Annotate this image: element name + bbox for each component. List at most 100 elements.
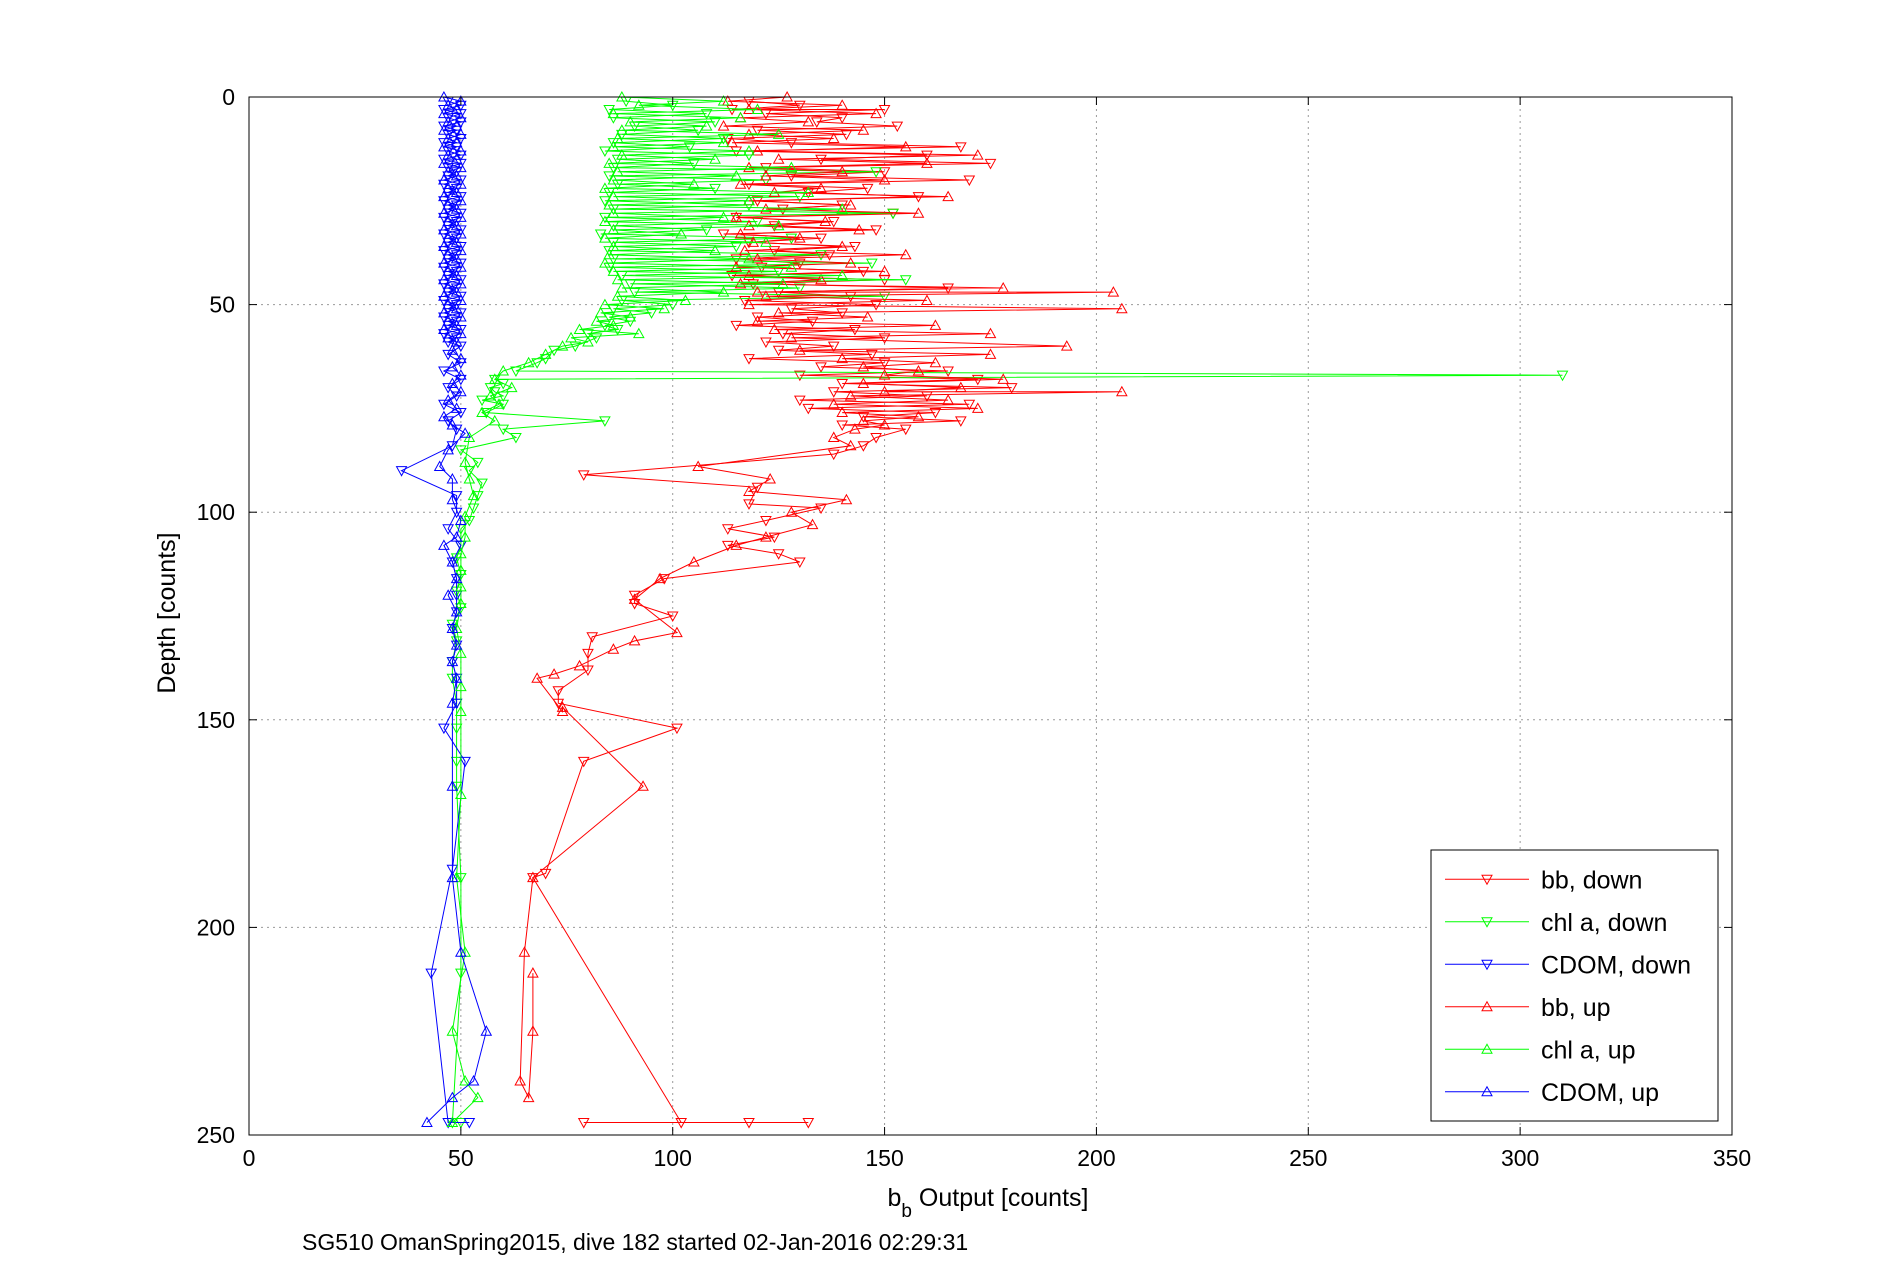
- data-point: [709, 117, 721, 128]
- data-point: [658, 574, 671, 585]
- data-point: [442, 315, 454, 326]
- data-point: [921, 157, 933, 168]
- data-point: [785, 161, 798, 173]
- data-point: [455, 514, 467, 526]
- data-point: [857, 360, 870, 372]
- data-point: [455, 111, 467, 123]
- legend-swatch-marker: [1481, 917, 1493, 928]
- data-point: [870, 432, 882, 444]
- data-point: [899, 248, 912, 260]
- data-point: [446, 493, 459, 505]
- data-point: [599, 215, 611, 227]
- data-point: [760, 203, 772, 214]
- data-point: [730, 211, 743, 222]
- data-point: [438, 240, 450, 251]
- data-point: [700, 109, 713, 120]
- data-point: [815, 503, 827, 515]
- data-point: [984, 348, 997, 359]
- legend-swatch-marker: [1481, 959, 1493, 971]
- legend-label: bb, down: [1541, 866, 1642, 894]
- data-point: [446, 555, 459, 567]
- data-point: [815, 233, 827, 245]
- data-point: [743, 194, 755, 206]
- data-point: [442, 248, 454, 260]
- data-point: [455, 128, 467, 139]
- data-point: [603, 104, 616, 116]
- data-point: [734, 178, 747, 189]
- data-point: [815, 362, 827, 373]
- data-point: [768, 323, 781, 335]
- data-point: [878, 167, 891, 178]
- data-point: [836, 203, 849, 214]
- data-point: [463, 516, 476, 527]
- legend-label: CDOM, up: [1541, 1079, 1659, 1107]
- data-point: [438, 207, 450, 218]
- data-point: [438, 257, 450, 268]
- data-point: [599, 146, 611, 158]
- series-line: [532, 100, 1012, 1123]
- data-point: [438, 138, 450, 149]
- data-point: [878, 333, 891, 344]
- data-point: [438, 140, 450, 152]
- data-point: [899, 140, 912, 152]
- data-point: [442, 165, 454, 177]
- data-point: [743, 354, 755, 365]
- data-point: [446, 655, 459, 667]
- series-4: [446, 90, 849, 1128]
- y-tick-label: 50: [209, 292, 235, 318]
- data-point: [577, 1118, 590, 1129]
- data-point: [772, 306, 785, 318]
- legend-box: [1430, 849, 1719, 1122]
- data-point: [603, 248, 616, 260]
- data-point: [743, 298, 755, 310]
- data-point: [861, 311, 874, 322]
- data-point: [607, 190, 620, 202]
- data-point: [450, 266, 463, 278]
- data-point: [510, 432, 522, 444]
- data-point: [738, 244, 751, 256]
- data-point: [836, 99, 849, 110]
- data-point: [471, 1091, 484, 1103]
- x-tick-label: 350: [1713, 1145, 1751, 1171]
- data-point: [717, 95, 730, 106]
- data-point: [764, 472, 777, 484]
- data-point: [836, 378, 849, 390]
- data-point: [450, 203, 463, 214]
- data-point: [878, 369, 891, 380]
- data-point: [836, 352, 849, 364]
- data-point: [815, 273, 827, 285]
- data-point: [442, 589, 454, 600]
- data-point: [785, 506, 798, 517]
- data-point: [450, 698, 463, 710]
- data-point: [929, 408, 942, 419]
- data-point: [675, 227, 688, 239]
- data-point: [450, 335, 463, 347]
- data-point: [573, 323, 586, 335]
- data-point: [455, 352, 467, 364]
- data-point: [836, 165, 849, 177]
- data-point: [455, 275, 467, 286]
- data-point: [607, 223, 620, 235]
- data-point: [442, 115, 454, 127]
- data-point: [467, 1074, 480, 1086]
- data-point: [455, 597, 467, 609]
- data-point: [616, 281, 628, 293]
- legend-label: CDOM, down: [1541, 951, 1691, 979]
- x-tick-label: 100: [654, 1145, 692, 1171]
- data-point: [760, 290, 772, 301]
- data-point: [717, 134, 730, 145]
- data-point: [459, 756, 471, 768]
- data-point: [586, 632, 599, 643]
- data-point: [772, 549, 785, 560]
- data-point: [442, 113, 454, 124]
- data-point: [442, 129, 454, 141]
- data-point: [480, 1025, 493, 1036]
- data-point: [450, 672, 463, 683]
- data-point: [438, 223, 450, 235]
- data-point: [450, 333, 463, 344]
- data-point: [438, 107, 450, 119]
- data-point: [539, 868, 552, 880]
- data-point: [802, 1118, 815, 1129]
- y-tick-label: 100: [197, 499, 235, 525]
- data-point: [666, 611, 679, 623]
